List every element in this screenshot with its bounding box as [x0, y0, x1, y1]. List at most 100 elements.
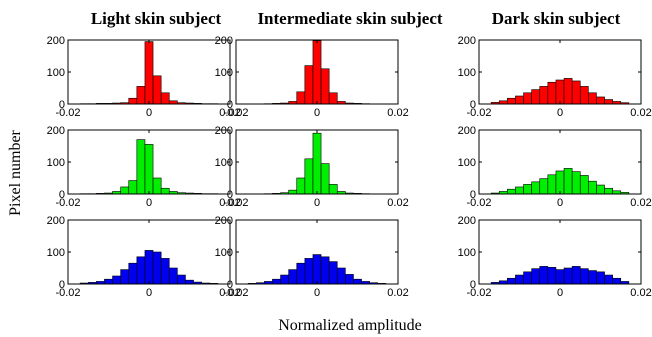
histogram-bar — [555, 79, 565, 105]
histogram-bar — [104, 278, 113, 285]
histogram-bar — [120, 186, 130, 195]
x-tick-label: -0.02 — [55, 197, 80, 209]
y-tick-label: 200 — [458, 215, 476, 227]
y-axis-label: Pixel number — [7, 129, 24, 215]
histogram-bar — [563, 78, 573, 105]
histogram-bar — [531, 268, 541, 285]
y-tick-label: 0 — [470, 189, 476, 201]
x-tick-label: 0.02 — [387, 197, 408, 209]
histogram-bar — [120, 269, 130, 285]
histogram-bar — [588, 180, 597, 195]
y-tick-label: 100 — [215, 157, 233, 169]
y-tick-label: 0 — [227, 279, 233, 291]
x-tick-label: -0.02 — [466, 107, 491, 119]
x-tick-label: -0.02 — [55, 107, 80, 119]
x-tick-label: 0 — [314, 197, 320, 209]
y-tick-label: 200 — [458, 125, 476, 137]
histogram-bar — [596, 96, 605, 105]
histogram-bar — [296, 177, 306, 195]
histogram-bar — [152, 251, 162, 285]
y-tick-label: 0 — [227, 99, 233, 111]
histogram-bar — [128, 262, 138, 285]
histogram-bar — [531, 181, 541, 195]
histogram-bar — [328, 184, 338, 195]
histogram-bar — [177, 274, 186, 285]
x-tick-label: -0.02 — [223, 287, 248, 299]
x-tick-label: -0.02 — [223, 107, 248, 119]
histogram-bar — [563, 267, 573, 285]
histogram-bar — [588, 92, 597, 105]
histogram-bar — [571, 80, 581, 105]
histogram-bar — [571, 171, 581, 195]
y-tick-label: 100 — [215, 67, 233, 79]
y-tick-label: 100 — [47, 247, 65, 259]
histogram-bar — [288, 269, 298, 285]
histogram-bar — [160, 92, 170, 105]
histogram-bar — [345, 274, 354, 285]
x-tick-label: 0.02 — [387, 287, 408, 299]
y-tick-label: 200 — [458, 35, 476, 47]
histogram-bar — [136, 256, 146, 285]
x-tick-label: 0.02 — [387, 107, 408, 119]
y-tick-label: 200 — [47, 215, 65, 227]
x-tick-label: 0 — [146, 287, 152, 299]
x-axis-label: Normalized amplitude — [278, 317, 422, 334]
histogram-bar — [596, 271, 605, 285]
column-title-light: Light skin subject — [91, 9, 222, 28]
histogram-bar — [296, 91, 306, 105]
y-tick-label: 0 — [59, 279, 65, 291]
histogram-bar — [312, 254, 322, 285]
histogram-bar — [507, 277, 516, 285]
histogram-bar — [515, 186, 524, 195]
histogram-bar — [612, 277, 622, 285]
histogram-bar — [304, 158, 314, 195]
x-tick-label: 0.02 — [630, 197, 651, 209]
histogram-bar — [328, 92, 338, 105]
histogram-bar — [168, 267, 178, 285]
histogram-bar — [563, 168, 573, 195]
y-tick-label: 100 — [47, 67, 65, 79]
histogram-bar — [136, 86, 146, 105]
histogram-bar — [579, 175, 589, 195]
histogram-bar — [312, 132, 322, 195]
histogram-bar — [604, 99, 613, 105]
histogram-bar — [144, 41, 154, 105]
y-tick-label: 200 — [215, 215, 233, 227]
y-tick-label: 100 — [458, 157, 476, 169]
histogram-bar — [604, 274, 613, 285]
histogram-bar — [336, 267, 346, 285]
histogram-bar — [304, 258, 314, 285]
x-tick-label: -0.02 — [223, 197, 248, 209]
histogram-bar — [604, 187, 613, 195]
y-tick-label: 100 — [47, 157, 65, 169]
y-tick-label: 0 — [470, 99, 476, 111]
histogram-bar — [579, 268, 589, 285]
histogram-bar — [185, 279, 194, 285]
y-tick-label: 100 — [215, 247, 233, 259]
histogram-bar — [588, 270, 597, 285]
histogram-bar — [304, 65, 314, 105]
y-tick-label: 200 — [47, 35, 65, 47]
histogram-bar — [160, 187, 170, 195]
histogram-bar — [596, 184, 605, 195]
histogram-bar — [539, 178, 549, 195]
x-tick-label: 0 — [314, 107, 320, 119]
x-tick-label: 0 — [557, 197, 563, 209]
x-tick-label: 0.02 — [219, 287, 240, 299]
histogram-bar — [288, 189, 298, 195]
histogram-bar — [160, 258, 170, 285]
x-tick-label: 0 — [146, 197, 152, 209]
histogram-bar — [523, 92, 532, 105]
histogram-bar — [144, 144, 154, 195]
histogram-bar — [144, 250, 154, 285]
x-tick-label: -0.02 — [55, 287, 80, 299]
histogram-bar — [507, 97, 516, 105]
histogram-bar — [579, 86, 589, 105]
x-tick-label: -0.02 — [466, 197, 491, 209]
